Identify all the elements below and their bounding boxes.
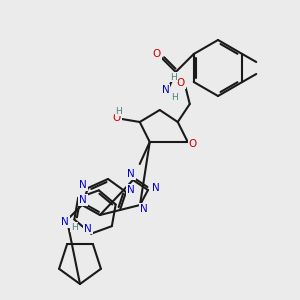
Text: N: N [140,204,148,214]
Text: O: O [177,78,185,88]
Text: H: H [171,92,178,101]
Text: H: H [116,106,122,116]
Text: H: H [70,223,77,232]
Text: N: N [79,180,87,190]
Text: N: N [61,217,69,227]
Text: N: N [127,169,135,179]
Text: H: H [170,73,177,82]
Text: O: O [112,113,121,123]
Text: O: O [153,49,161,59]
Text: N: N [152,183,160,193]
Text: N: N [127,185,135,195]
Text: N: N [84,224,92,234]
Text: N: N [79,195,87,205]
Text: N: N [162,85,169,95]
Text: O: O [189,139,197,149]
